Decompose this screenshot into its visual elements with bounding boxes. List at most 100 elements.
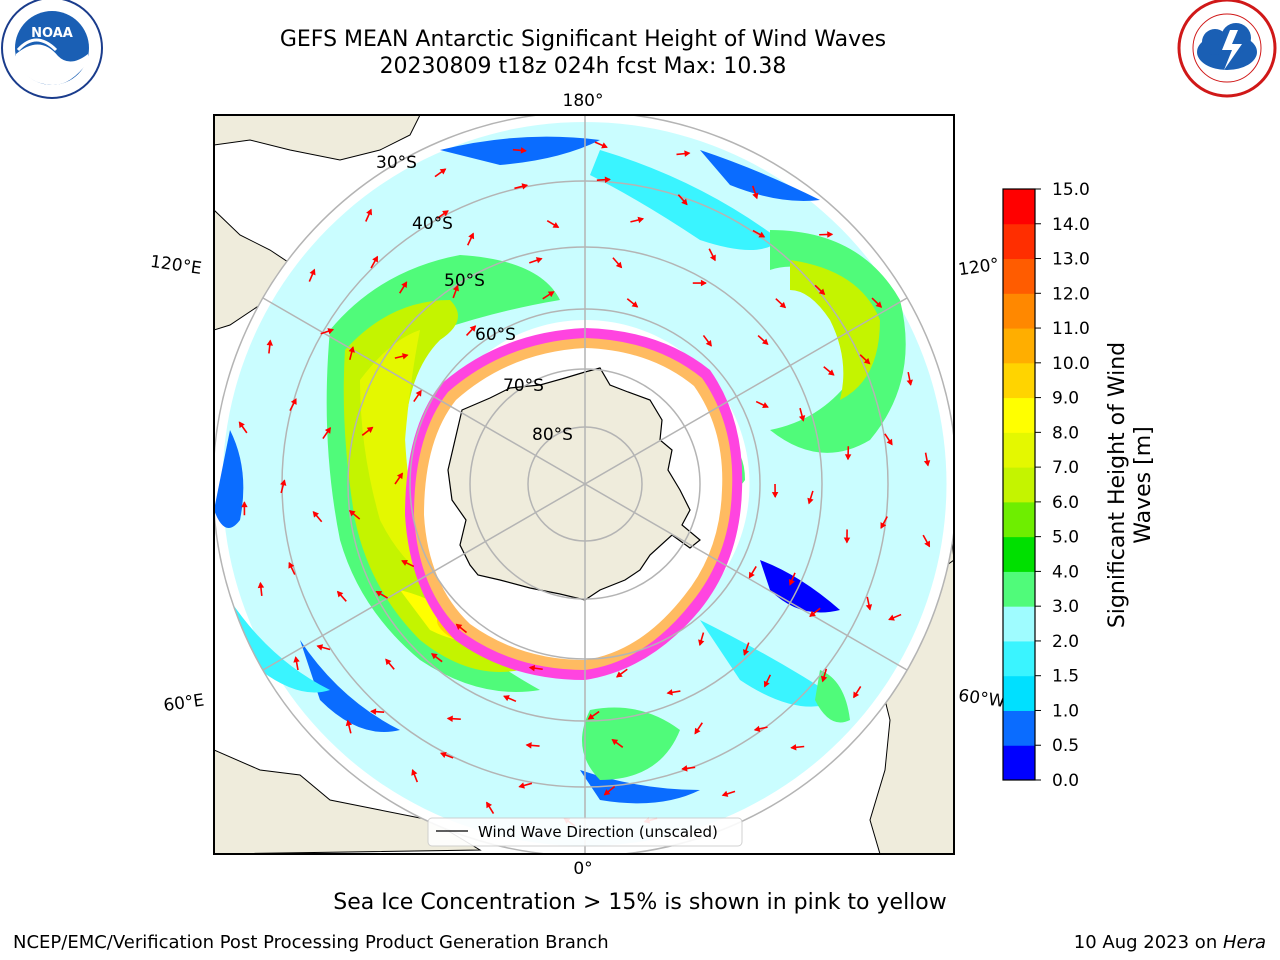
wind-arrow-head [455,623,463,630]
colorbar-segment [1003,536,1035,572]
lon-label-upper-left: 120°E [149,252,203,279]
wind-arrow-head [818,288,826,296]
wind-arrow-head [762,402,769,408]
colorbar-tick-label: 5.0 [1052,528,1079,548]
colorbar-tick-label: 1.0 [1052,701,1079,721]
lat-label-30s: 30°S [376,153,417,173]
wind-arrow-head [401,281,408,289]
wind-arrow-head [763,680,770,688]
wind-arrow-head [528,664,536,672]
chart-title: GEFS MEAN Antarctic Significant Height o… [279,27,887,52]
wind-arrow-head [779,301,787,309]
wind-arrow-head [439,168,447,175]
wind-arrow-head [753,725,761,733]
wind-arrow-head [752,192,759,200]
colorbar-segment [1003,745,1035,781]
wind-arrow-head [748,571,755,579]
wind-arrow-head [266,339,274,346]
wind-arrow-head [709,254,716,262]
antarctica-land [447,367,701,601]
colorbar-label-line1: Significant Height of Wind [1105,342,1130,628]
wind-arrow-head [312,511,319,518]
wind-arrow-head [372,255,378,263]
footer-date: 10 Aug 2023 on Hera [1074,932,1266,953]
wind-arrow-head [446,715,453,722]
colorbar-label: Significant Height of Wind Waves [m] [1105,342,1156,628]
wind-arrow-head [288,561,295,569]
chart-subtitle: 20230809 t18z 024h fcst Max: 10.38 [379,54,787,79]
wind-arrow-head [615,261,623,269]
nws-logo-icon [1177,0,1277,98]
colorbar-tick-label: 8.0 [1052,423,1079,443]
colorbar-segment [1003,606,1035,642]
colorbar-tick-label: 0.5 [1052,736,1079,756]
wind-arrow-head [411,768,418,776]
colorbar-tick-label: 2.0 [1052,632,1079,652]
colorbar-tick-label: 7.0 [1052,458,1079,478]
colorbar-tick-label: 0.0 [1052,771,1079,791]
lon-label-lower-left: 60°E [162,691,205,716]
wind-arrow-head [843,537,851,544]
wind-arrow-head [924,540,930,548]
lat-label-70s: 70°S [503,376,544,396]
lon-label-top: 180° [563,91,604,111]
wind-arrow-head [366,426,374,433]
wind-arrow-head [336,590,344,598]
colorbar-segment [1003,571,1035,607]
colorbar-segment [1003,675,1035,711]
colorbar-segment [1003,467,1035,503]
colorbar-segment [1003,328,1035,364]
colorbar-tick-label: 10.0 [1052,354,1090,374]
colorbar-segment [1003,640,1035,677]
colorbar [1003,189,1035,781]
colorbar-tick-label: 1.5 [1052,667,1079,687]
colorbar-tick-label: 6.0 [1052,493,1079,513]
wind-arrow-head [375,590,383,597]
colorbar-segment [1003,258,1035,294]
wind-arrow-head [293,656,300,663]
wind-arrow-head [402,353,409,360]
wind-arrow-head [324,427,331,434]
wind-arrow-head [705,339,712,347]
wind-arrow-head [290,398,297,405]
colorbar-tick-label: 15.0 [1052,180,1090,200]
colorbar-tick-label: 13.0 [1052,250,1090,270]
noaa-logo-icon: NOAA [1,0,103,99]
map-legend: Wind Wave Direction (unscaled) [427,817,743,847]
wind-arrow-head [880,522,887,529]
wind-arrow-head [888,614,895,621]
colorbar-tick-labels: 0.0 0.5 1.0 1.5 2.0 3.0 4.0 5.0 6.0 7.0 8.0 9.0 10.0… [1035,180,1090,791]
wind-arrow-head [820,675,828,683]
wind-arrow-head [280,479,287,486]
wind-arrow-head [809,610,816,617]
wind-arrow-head [611,738,619,746]
wind-arrow-head [761,338,769,345]
colorbar-tick-label: 9.0 [1052,389,1079,409]
wind-arrow-head [666,689,673,696]
colorbar-border [1002,188,1036,781]
wind-arrow-head [469,325,477,332]
wave-height-field [214,122,947,846]
latitude-labels: 30°S 40°S 50°S 60°S 70°S 80°S [376,153,573,445]
colorbar-segment [1003,432,1035,468]
lat-label-80s: 80°S [532,425,573,445]
wind-arrow-head [370,708,377,715]
wind-arrow-head [615,671,623,678]
footer-organization: NCEP/EMC/Verification Post Processing Pr… [13,932,609,953]
wind-arrow-head [401,560,408,566]
wind-arrow-head [468,232,475,240]
legend-label: Wind Wave Direction (unscaled) [478,823,718,841]
wind-arrow-head [923,460,931,467]
colorbar-tick-label: 12.0 [1052,284,1090,304]
wind-arrow-head [503,695,510,702]
wind-arrow-head [396,472,404,480]
wind-arrow-head [385,658,392,666]
wind-arrow-head [440,751,447,758]
wind-arrow-head [604,176,611,183]
wind-arrow-head [348,510,356,517]
colorbar-segment [1003,397,1035,433]
wind-arrow-head [486,801,493,809]
wind-arrow-head [601,142,608,149]
colorbar-tick-label: 11.0 [1052,319,1090,339]
